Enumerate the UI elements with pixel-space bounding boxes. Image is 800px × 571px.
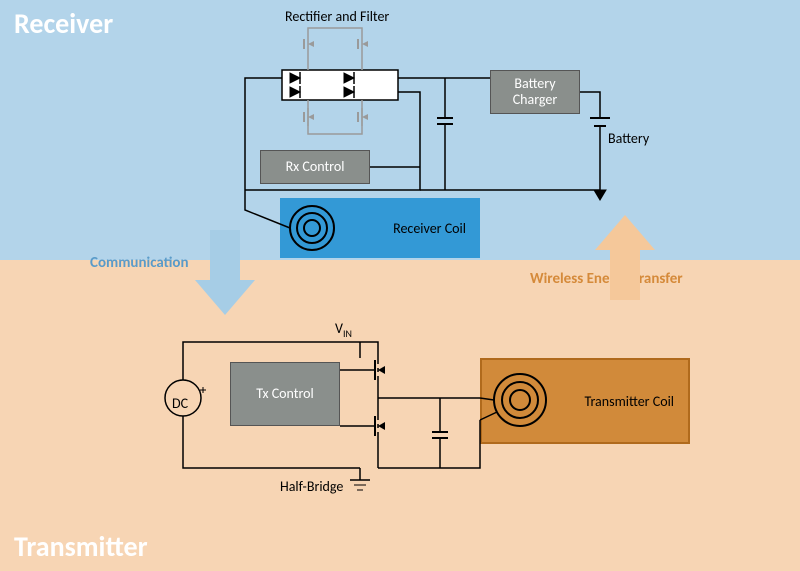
receiver-coil-block: Receiver Coil: [280, 198, 480, 258]
energy-transfer-label: Wireless Energy Transfer: [530, 270, 683, 288]
transmitter-title: Transmitter: [14, 529, 148, 564]
half-bridge-label: Half-Bridge: [280, 478, 343, 495]
battery-label: Battery: [608, 130, 649, 147]
battery-charger-block-label: Battery Charger: [513, 76, 558, 108]
communication-label: Communication: [90, 254, 189, 272]
rx-control-block-label: Rx Control: [286, 159, 345, 175]
rectifier-filter-label: Rectifier and Filter: [285, 8, 389, 25]
transmitter-coil-label: Transmitter Coil: [585, 393, 675, 410]
dc-label: DC: [172, 395, 188, 412]
rx-control-block: Rx Control: [260, 150, 370, 184]
vin-label: VIN: [335, 320, 352, 340]
tx-control-block-label: Tx Control: [256, 386, 313, 402]
transmitter-coil-block: Transmitter Coil: [480, 358, 690, 444]
tx-control-block: Tx Control: [230, 362, 340, 426]
receiver-coil-label: Receiver Coil: [393, 220, 466, 237]
receiver-title: Receiver: [14, 6, 113, 41]
battery-charger-block: Battery Charger: [490, 70, 580, 114]
